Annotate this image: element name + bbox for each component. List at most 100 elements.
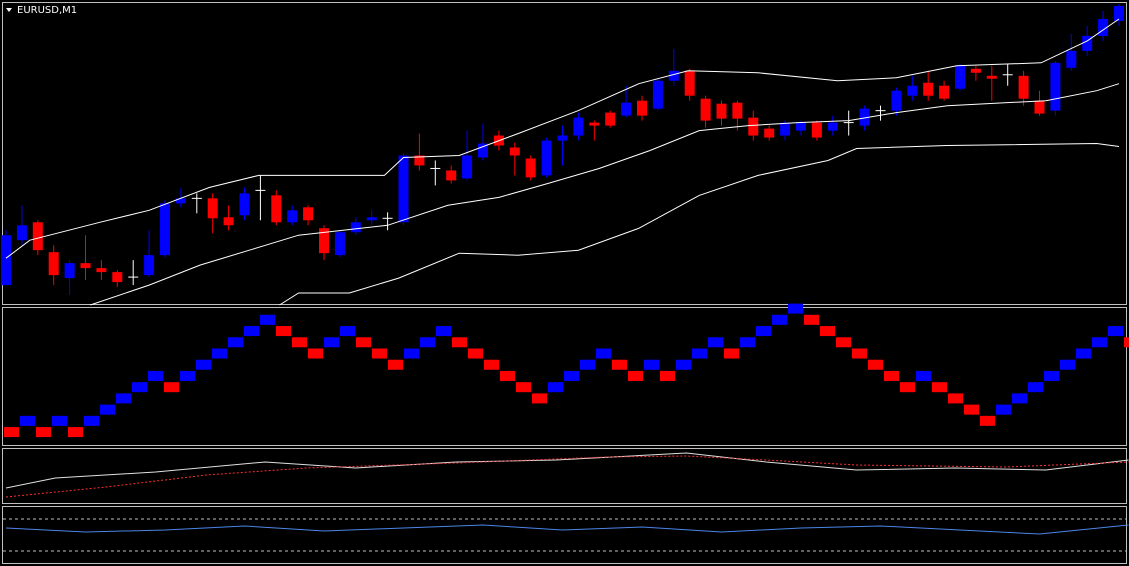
- candle-body: [16, 225, 27, 241]
- candle-body: [970, 68, 981, 73]
- candle-body: [780, 122, 791, 136]
- symbol-label: EURUSD,M1: [17, 5, 77, 16]
- candle-body: [923, 82, 934, 96]
- renko-brick: [52, 415, 67, 426]
- renko-brick: [500, 370, 515, 381]
- renko-brick: [100, 404, 115, 415]
- renko-brick: [260, 314, 275, 325]
- candle-body: [462, 155, 473, 179]
- renko-brick: [1092, 337, 1107, 348]
- candle-body: [811, 122, 822, 138]
- renko-brick: [596, 348, 611, 359]
- renko-brick: [948, 393, 963, 404]
- candle-body: [525, 158, 536, 178]
- candle-body: [239, 193, 250, 216]
- renko-brick: [692, 348, 707, 359]
- renko-brick: [804, 314, 819, 325]
- renko-panel: [2, 307, 1127, 446]
- candle-body: [1018, 75, 1029, 99]
- osc-panel: [2, 448, 1127, 504]
- renko-brick: [580, 359, 595, 370]
- candle-body: [827, 122, 838, 131]
- osc-line: [5, 455, 1129, 498]
- candle-body: [589, 122, 600, 126]
- renko-brick: [628, 370, 643, 381]
- candle-body: [605, 112, 616, 126]
- bollinger-band: [90, 83, 1120, 306]
- candle-body: [414, 155, 425, 166]
- candle-body: [175, 198, 186, 204]
- renko-brick: [1124, 337, 1129, 348]
- candle-body: [32, 222, 43, 251]
- renko-brick: [548, 382, 563, 393]
- rsi-panel: [2, 506, 1127, 564]
- candle-body: [557, 135, 568, 141]
- candle-body: [64, 263, 75, 279]
- renko-brick: [836, 337, 851, 348]
- renko-brick: [996, 404, 1011, 415]
- renko-brick: [356, 337, 371, 348]
- candle-body: [446, 170, 457, 181]
- candle-body: [509, 147, 520, 156]
- renko-brick: [84, 415, 99, 426]
- candle-body: [1066, 50, 1077, 68]
- renko-brick: [372, 348, 387, 359]
- rsi-line: [5, 524, 1129, 535]
- renko-brick: [820, 326, 835, 337]
- renko-brick: [36, 427, 51, 438]
- candle-body: [684, 70, 695, 96]
- renko-brick: [276, 326, 291, 337]
- candle-body: [700, 98, 711, 121]
- renko-brick: [324, 337, 339, 348]
- candle-body: [668, 70, 679, 81]
- candle-body: [796, 122, 806, 131]
- candle-body: [112, 272, 123, 283]
- renko-brick: [20, 415, 35, 426]
- renko-brick: [564, 370, 579, 381]
- candle-body: [764, 128, 775, 138]
- candle-body: [637, 100, 647, 116]
- candle-body: [1050, 62, 1061, 111]
- candle-body: [223, 217, 234, 226]
- candle-body: [48, 252, 59, 276]
- candle-body: [398, 155, 409, 223]
- renko-brick: [1060, 359, 1075, 370]
- candle-body: [939, 85, 950, 99]
- osc-line: [5, 452, 1129, 489]
- renko-brick: [452, 337, 467, 348]
- renko-brick: [148, 370, 163, 381]
- renko-brick: [516, 382, 531, 393]
- candle-body: [319, 228, 329, 254]
- renko-brick: [420, 337, 435, 348]
- candle-body: [541, 140, 552, 176]
- renko-brick: [980, 415, 995, 426]
- candle-body: [1034, 100, 1045, 114]
- renko-brick: [212, 348, 227, 359]
- renko-brick: [644, 359, 659, 370]
- renko-brick: [868, 359, 883, 370]
- menu-arrow[interactable]: [6, 8, 12, 12]
- candle-body: [748, 117, 759, 136]
- renko-brick: [1044, 370, 1059, 381]
- candle-body: [907, 85, 918, 96]
- bollinger-band: [5, 18, 1120, 259]
- candle-body: [287, 210, 298, 223]
- renko-brick: [900, 382, 915, 393]
- candle-body: [955, 65, 965, 89]
- marks: [1, 4, 1129, 552]
- renko-brick: [340, 326, 355, 337]
- candle-body: [271, 195, 282, 223]
- renko-brick: [708, 337, 723, 348]
- renko-brick: [308, 348, 323, 359]
- renko-brick: [740, 337, 755, 348]
- renko-brick: [756, 326, 771, 337]
- renko-brick: [68, 427, 83, 438]
- renko-brick: [484, 359, 499, 370]
- candle-body: [859, 108, 870, 126]
- renko-brick: [1012, 393, 1027, 404]
- candle-body: [366, 217, 377, 221]
- candle-body: [334, 232, 345, 256]
- candle-body: [716, 103, 727, 119]
